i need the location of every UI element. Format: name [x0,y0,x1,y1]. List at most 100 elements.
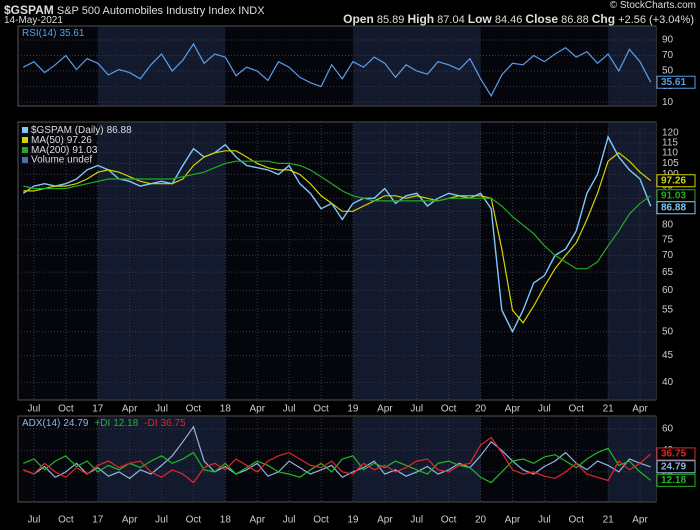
x-tick-label: Apr [632,404,648,415]
y-tick-label: 50 [662,326,674,337]
y-tick-label: 65 [662,267,674,278]
x-tick-label: Oct [186,515,202,526]
x-tick-label: Oct [58,515,74,526]
line-series [23,160,652,270]
x-tick-label: Oct [186,404,202,415]
x-tick-label: 18 [220,404,232,415]
legend: MA(200) 91.03 [31,145,98,156]
quote-label: Close [525,12,559,26]
y-tick-label: 105 [662,158,679,169]
x-tick-label: 21 [603,404,615,415]
x-tick-label: Apr [249,515,265,526]
legend-value: 36.75 [161,418,186,429]
y-tick-label: 70 [662,50,674,61]
value-tag-label: 91.03 [661,190,686,201]
legend-name: +DI [94,418,110,429]
y-tick-label: 80 [662,220,674,231]
legend-name: ADX(14) [22,418,60,429]
legend: $GSPAM (Daily) 86.88 [31,125,132,136]
x-tick-label: Jul [283,515,296,526]
legend-value: 24.79 [63,418,88,429]
value-tag [656,174,696,188]
date: 14-May-2021 [4,15,63,26]
legend: Volume undef [31,155,92,166]
legend-name: RSI(14) [22,28,56,39]
x-tick-label: Oct [568,404,584,415]
legend-name: MA(50) [31,135,64,146]
value-tag [656,75,696,89]
year-band [97,27,226,105]
x-tick-label: Oct [568,515,584,526]
y-tick-label: 110 [662,147,678,158]
quote-label: Open [343,12,374,26]
value-tag-label: 36.75 [661,449,686,460]
y-tick-label: 55 [662,305,674,316]
y-tick-label: 45 [662,350,674,361]
x-tick-label: 18 [220,515,232,526]
quote-label: High [407,12,435,26]
quote-value: +2.56 (+3.04%) [618,14,694,26]
legend-swatch [22,157,28,163]
line-series [22,135,652,334]
y-tick-label: 90 [662,35,674,46]
legend-name: $GSPAM (Daily) [31,125,104,136]
x-tick-label: Jul [28,515,41,526]
x-tick-label: Apr [122,404,138,415]
quote-value: 87.04 [437,14,465,26]
x-tick-label: Apr [249,404,265,415]
legend-value: 91.03 [72,145,97,156]
x-tick-label: Oct [441,515,457,526]
index-name: S&P 500 Automobiles Industry Index [56,5,236,17]
x-tick-label: 17 [92,515,104,526]
x-tick-label: Jul [410,515,423,526]
x-tick-label: Apr [122,515,138,526]
quote-value: 86.88 [561,14,589,26]
symbol: $GSPAM [4,3,54,17]
y-tick-label: 50 [662,66,674,77]
x-tick-label: 19 [347,404,359,415]
x-tick-label: Jul [410,404,423,415]
quote-label: Chg [591,12,616,26]
line-series [23,425,651,480]
y-tick-label: 115 [662,137,678,148]
legend-value: 97.26 [67,135,92,146]
quote-label: Low [467,12,492,26]
x-tick-label: Oct [313,515,329,526]
x-tick-label: Apr [377,404,393,415]
value-tag-label: 12.18 [661,475,686,486]
x-tick-label: Jul [28,404,41,415]
x-tick-label: Jul [283,404,296,415]
x-tick-label: Apr [505,515,521,526]
legend-value: 35.61 [59,28,84,39]
year-band [352,27,481,105]
legend-value: 86.88 [107,125,132,136]
y-tick-label: 60 [662,285,674,296]
value-tag-label: 24.79 [661,461,686,472]
year-band [608,417,656,501]
x-tick-label: Oct [58,404,74,415]
x-tick-label: 20 [475,404,487,415]
x-tick-label: Jul [538,404,551,415]
quote: Open 85.89 High 87.04 Low 84.46 Close 86… [343,12,694,26]
value-tag [656,447,696,461]
y-tick-label: 120 [662,128,679,139]
x-tick-label: Apr [632,515,648,526]
y-tick-label: 70 [662,250,674,261]
year-band [608,123,656,399]
x-tick-label: Jul [538,515,551,526]
y-tick-label: 60 [662,424,674,435]
x-tick-label: 19 [347,515,359,526]
x-tick-label: 17 [92,404,104,415]
value-tag-label: 86.88 [661,202,686,213]
y-tick-label: 75 [662,234,674,245]
legend: MA(50) 97.26 [31,135,92,146]
quote-value: 84.46 [494,14,523,26]
legend-value: 12.18 [113,418,138,429]
line-series [23,42,652,98]
value-tag-label: 35.61 [661,77,686,88]
value-tag [656,201,696,215]
value-tag [656,473,696,487]
x-tick-label: Apr [505,404,521,415]
y-tick-label: 10 [662,97,674,108]
